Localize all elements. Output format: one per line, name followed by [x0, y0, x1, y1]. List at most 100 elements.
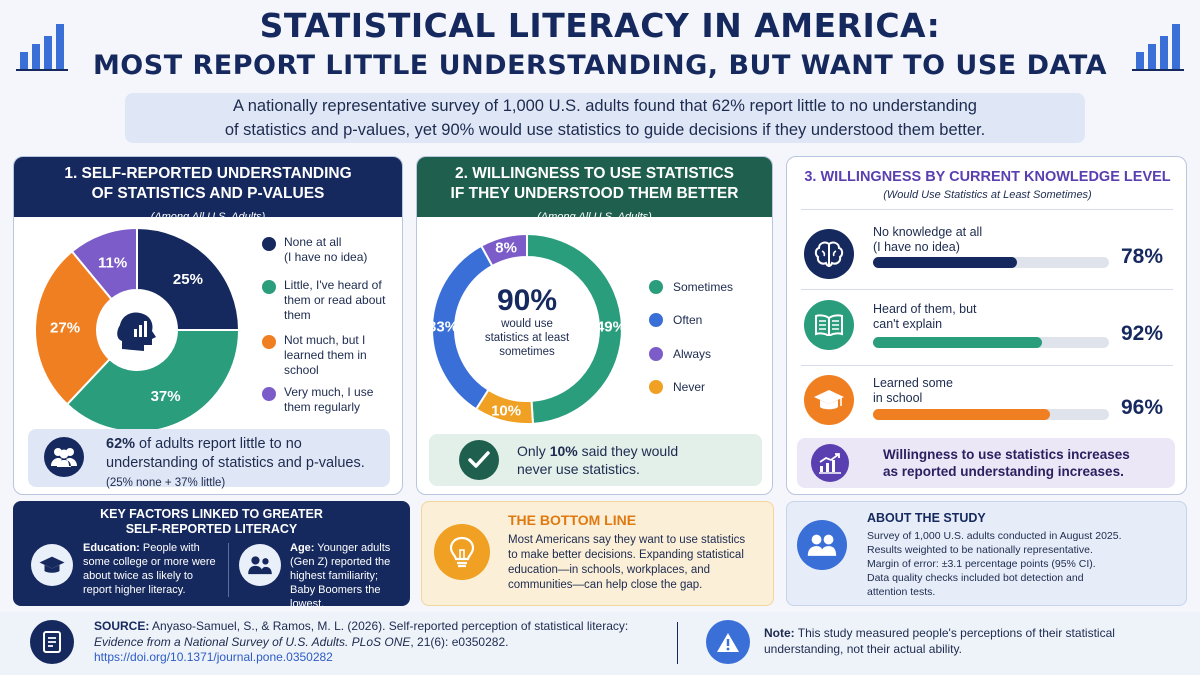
row2-bar-fill [873, 337, 1043, 348]
factors-divider [228, 543, 229, 597]
brain-icon [804, 229, 854, 279]
bottom-line-panel: THE BOTTOM LINE Most Americans say they … [421, 501, 774, 606]
factors-title-line1: KEY FACTORS LINKED TO GREATER [100, 507, 323, 521]
source-citation: SOURCE: Anyaso-Samuel, S., & Ramos, M. L… [94, 619, 629, 664]
callout1-bold: 62% [106, 436, 136, 452]
legend-dot-sometimes [649, 280, 663, 294]
row-divider-1 [801, 289, 1173, 290]
check-icon [459, 440, 499, 480]
document-icon [30, 620, 74, 664]
summary-line1: A nationally representative survey of 1,… [233, 97, 977, 115]
callout2-text3: never use statistics. [517, 461, 640, 477]
legend-dot-little [262, 280, 276, 294]
legend-dot-not-much [262, 335, 276, 349]
willingness-slice-3 [479, 232, 528, 268]
callout3-line1: Willingness to use statistics increases [883, 447, 1130, 462]
panel1-callout: 62% of adults report little to no unders… [28, 429, 390, 489]
callout3-line2: as reported understanding increases. [883, 464, 1124, 479]
understanding-label-0: 25% [173, 271, 203, 288]
willingness-label-3: 8% [495, 240, 517, 257]
donut-center-text: 90% would use statistics at least someti… [477, 285, 577, 359]
legend-dot-none [262, 237, 276, 251]
warning-icon [706, 620, 750, 664]
panel3-title: 3. WILLINGNESS BY CURRENT KNOWLEDGE LEVE… [804, 169, 1171, 185]
panel3-divider [801, 209, 1173, 210]
willingness-slice-0 [526, 232, 624, 425]
factors-title-line2: SELF-REPORTED LITERACY [125, 522, 298, 536]
center-line3: sometimes [499, 346, 555, 358]
understanding-label-2: 27% [50, 320, 80, 337]
people-icon [44, 437, 84, 477]
willingness-label-1: 10% [491, 402, 521, 419]
row-divider-2 [801, 365, 1173, 366]
understanding-slice-2 [34, 249, 113, 406]
panel1-title-line1: 1. SELF-REPORTED UNDERSTANDING [64, 165, 352, 182]
panel1-title-line2: OF STATISTICS AND P-VALUES [91, 185, 325, 202]
education-cap-icon [31, 544, 73, 586]
row2-value: 92% [1121, 322, 1164, 345]
bottom-line-text: Most Americans say they want to use stat… [508, 534, 746, 591]
panel2-title-line1: 2. WILLINGNESS TO USE STATISTICS [454, 165, 735, 182]
callout2-text1: Only [517, 443, 550, 459]
legend-always: Always [673, 347, 712, 361]
bar-chart-icon-right [1130, 22, 1190, 72]
study-note: Note: This study measured people's perce… [764, 626, 1115, 656]
legend-often: Often [673, 313, 703, 327]
willingness-donut-chart: 49% 10% 33% 8% [428, 232, 626, 425]
callout2-text2: said they would [577, 443, 679, 459]
understanding-slice-3 [70, 226, 138, 301]
bar-chart-icon-left [14, 22, 74, 72]
doi-link[interactable]: https://doi.org/10.1371/journal.pone.035… [94, 650, 333, 664]
row3-value: 96% [1121, 396, 1164, 419]
callout1-text2: understanding of statistics and p-values… [106, 455, 365, 471]
row1-bar-fill [873, 257, 1017, 268]
understanding-donut-chart: 25% 37% 27% 11% [34, 226, 241, 433]
legend-dot-often [649, 313, 663, 327]
page-title-line2: MOST REPORT LITTLE UNDERSTANDING, BUT WA… [92, 50, 1108, 81]
row3-label: Learned some in school [873, 376, 953, 405]
row2-bar-track [873, 337, 1109, 348]
panel1-header: 1. SELF-REPORTED UNDERSTANDING OF STATIS… [14, 157, 402, 223]
age-text: Age: Younger adults (Gen Z) reported the… [290, 542, 391, 610]
panel-knowledge-level: 3. WILLINGNESS BY CURRENT KNOWLEDGE LEVE… [786, 156, 1187, 495]
panel3-callout: Willingness to use statistics increases … [797, 438, 1175, 488]
understanding-slice-1 [65, 329, 241, 433]
row1-label: No knowledge at all (I have no idea) [873, 225, 983, 254]
center-big: 90% [496, 284, 558, 317]
understanding-label-3: 11% [98, 254, 127, 271]
panel2-title-line2: IF THEY UNDERSTOOD THEM BETTER [450, 185, 739, 202]
legend-dot-never [649, 380, 663, 394]
page-title-line1: STATISTICAL LITERACY IN AMERICA: [259, 6, 941, 45]
head-chart-icon [103, 296, 171, 364]
summary-line2: of statistics and p-values, yet 90% woul… [224, 121, 986, 139]
trend-chart-icon [811, 444, 849, 482]
footer [0, 612, 1200, 675]
callout1-note: (25% none + 37% little) [106, 477, 226, 489]
book-icon [804, 300, 854, 350]
panel2-subtitle: (Among All U.S. Adults) [537, 211, 652, 223]
footer-divider [677, 622, 678, 664]
understanding-label-1: 37% [151, 388, 181, 405]
lightbulb-icon [434, 524, 490, 580]
age-people-icon [239, 544, 281, 586]
legend-none: None at all (I have no idea) [284, 235, 368, 264]
summary-banner: A nationally representative survey of 1,… [125, 93, 1085, 143]
source-label: SOURCE: [94, 619, 150, 633]
row1-value: 78% [1121, 245, 1164, 268]
about-text: Survey of 1,000 U.S. adults conducted in… [867, 530, 1122, 598]
study-people-icon [797, 520, 847, 570]
panel1-subtitle: (Among All U.S. Adults) [150, 211, 266, 223]
legend-sometimes: Sometimes [673, 280, 734, 294]
about-study-panel: ABOUT THE STUDY Survey of 1,000 U.S. adu… [786, 501, 1187, 606]
panel-willingness: 2. WILLINGNESS TO USE STATISTICS IF THEY… [416, 156, 773, 495]
row1-bar-track [873, 257, 1109, 268]
understanding-slice-0 [136, 226, 241, 331]
row3-bar-fill [873, 409, 1050, 420]
graduation-cap-icon [804, 375, 854, 425]
about-title: ABOUT THE STUDY [867, 511, 986, 525]
row2-label: Heard of them, but can't explain [873, 302, 977, 331]
panel3-subtitle: (Would Use Statistics at Least Sometimes… [883, 189, 1092, 201]
legend-dot-always [649, 347, 663, 361]
key-factors-panel: KEY FACTORS LINKED TO GREATER SELF-REPOR… [13, 501, 410, 610]
